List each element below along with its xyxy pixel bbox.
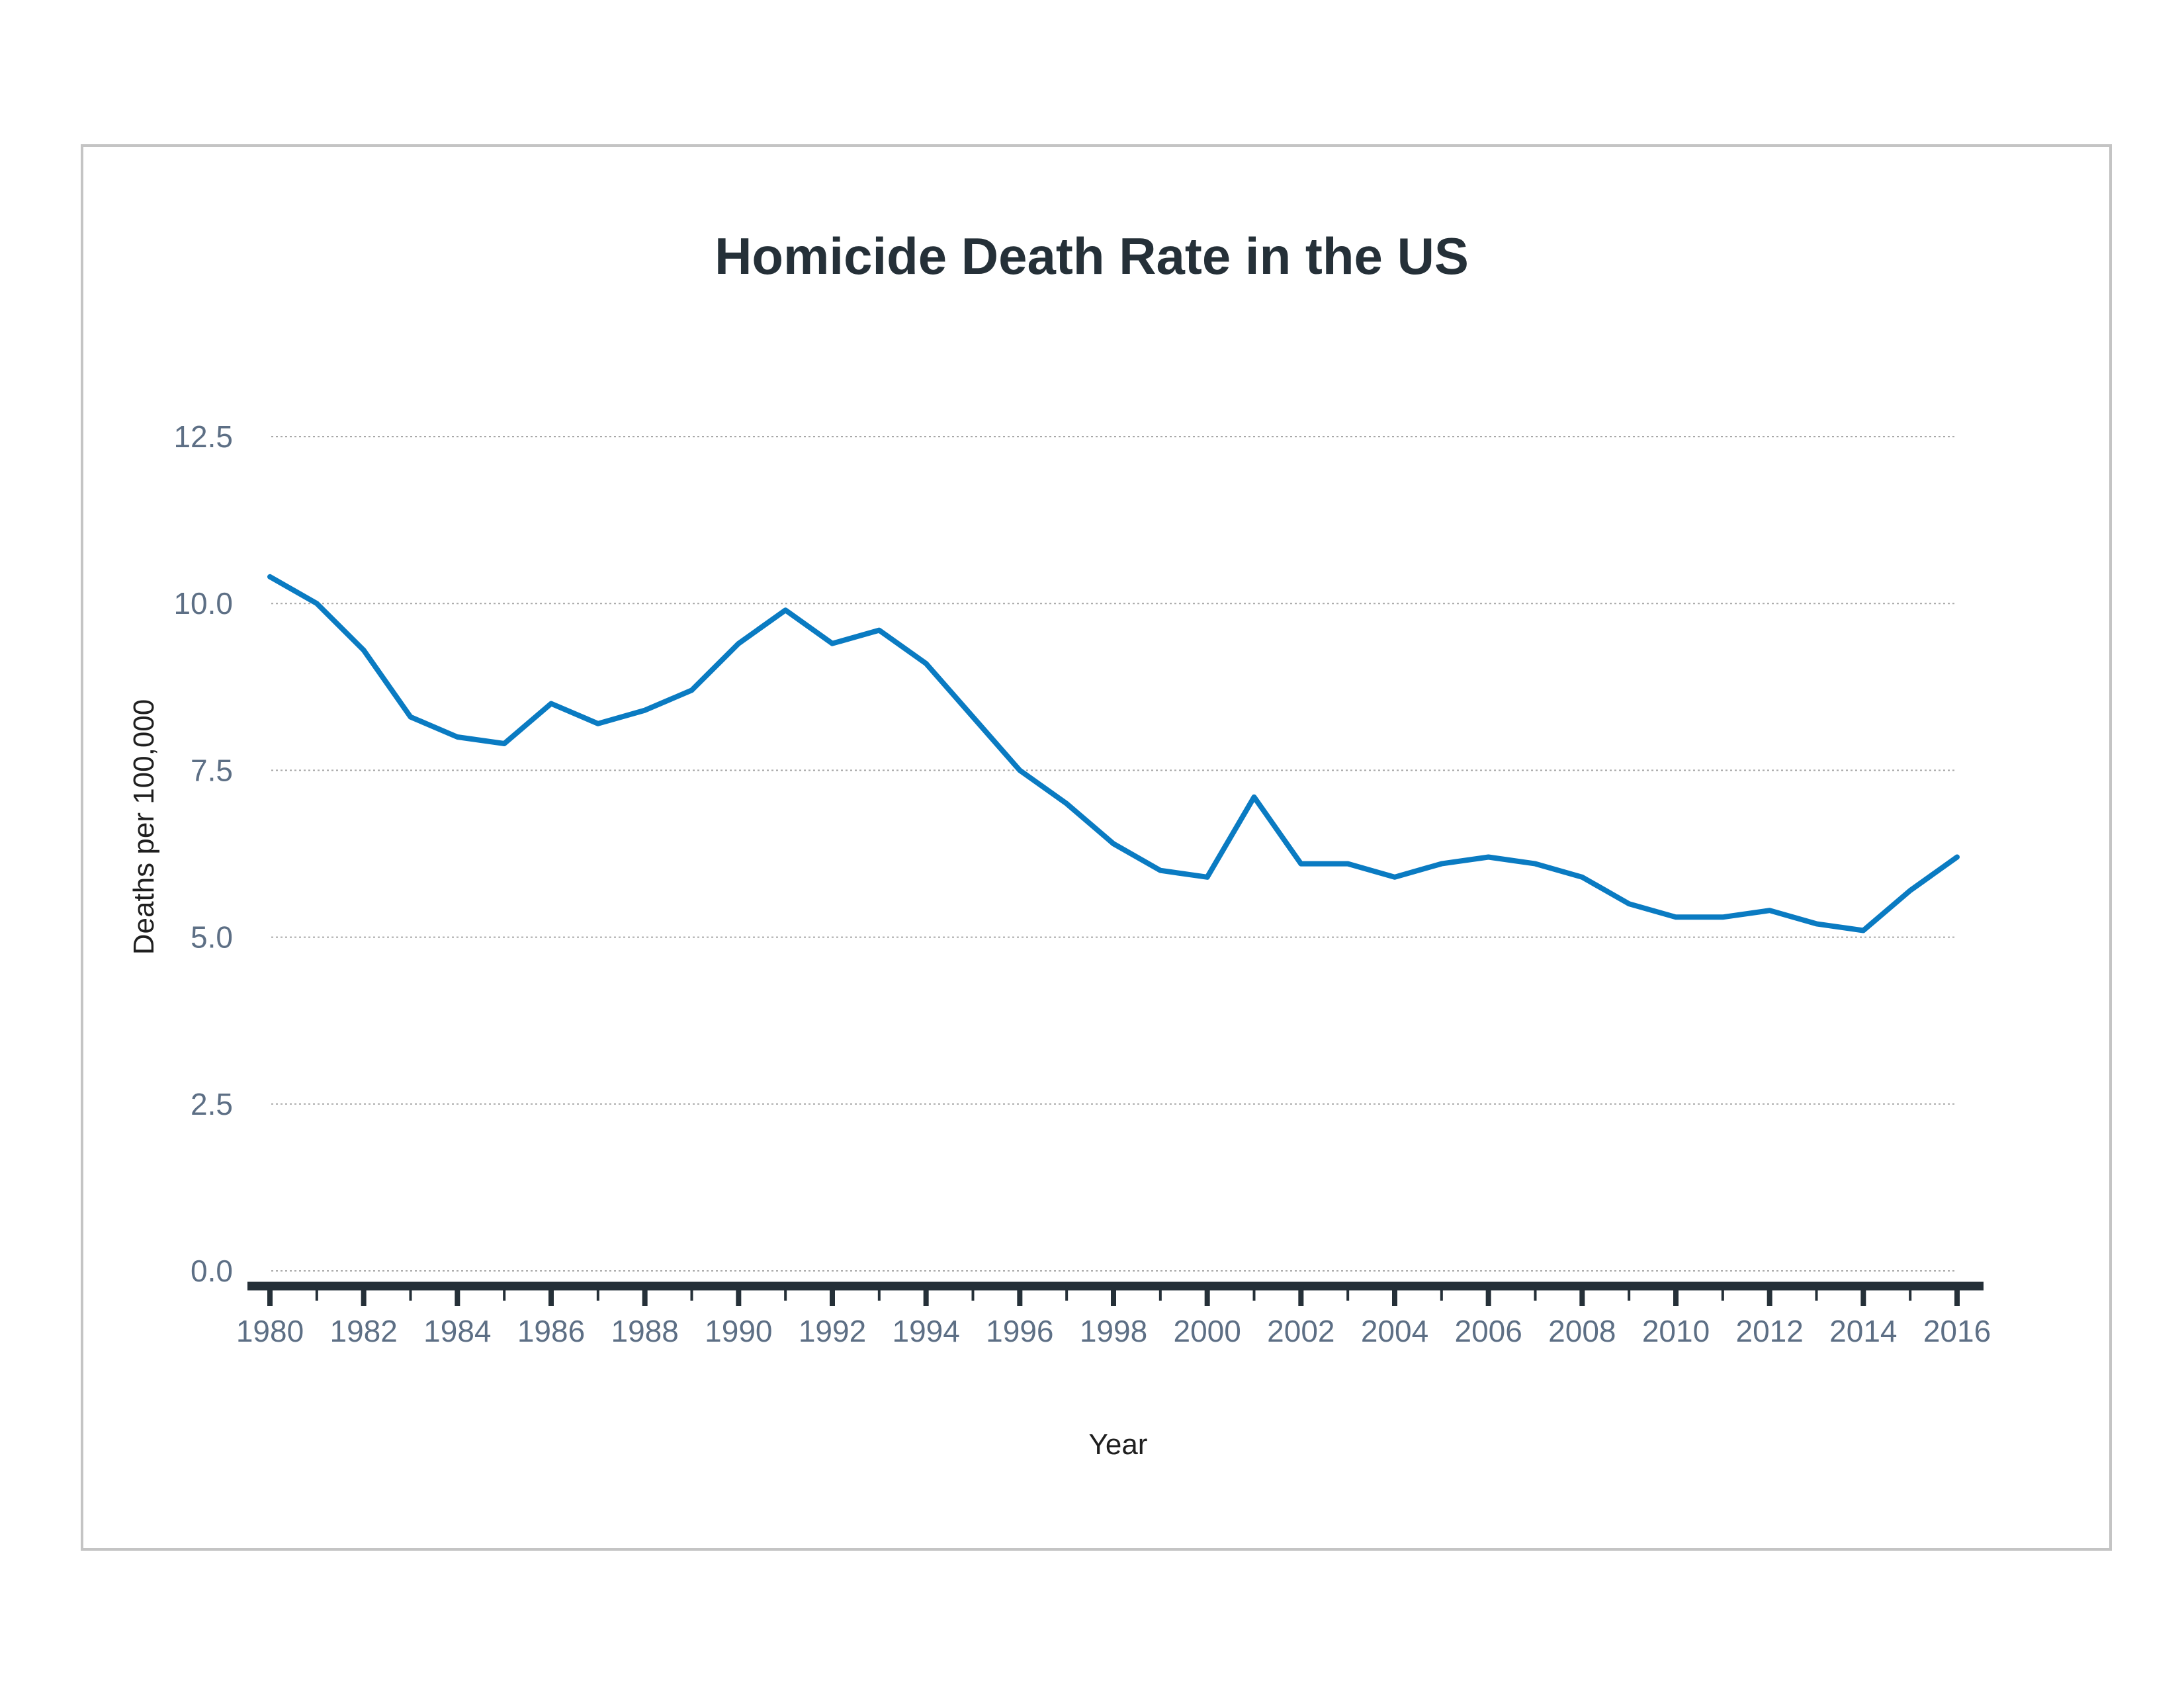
y-tick-label: 5.0 bbox=[191, 920, 233, 955]
data-point bbox=[879, 630, 880, 631]
data-point bbox=[550, 703, 552, 705]
data-point bbox=[269, 576, 271, 578]
data-point bbox=[1628, 903, 1630, 904]
x-tick-label: 2002 bbox=[1267, 1314, 1334, 1348]
x-axis-tick-labels: 1980 1982 1984 1986 1988 1990 1992 1994 1996 1998… bbox=[236, 1314, 1991, 1348]
data-point bbox=[1862, 930, 1864, 931]
x-tick-label: 1982 bbox=[329, 1314, 397, 1348]
data-point bbox=[1394, 877, 1395, 878]
x-tick-label: 2014 bbox=[1829, 1314, 1897, 1348]
x-tick-label: 1980 bbox=[236, 1314, 304, 1348]
data-point bbox=[1207, 877, 1208, 878]
data-point bbox=[1675, 916, 1677, 918]
y-tick-label: 10.0 bbox=[173, 586, 233, 621]
chart-title: Homicide Death Rate in the US bbox=[715, 227, 1469, 285]
data-point bbox=[644, 710, 646, 711]
x-tick-label: 2008 bbox=[1548, 1314, 1616, 1348]
data-point bbox=[973, 716, 974, 718]
data-point bbox=[1441, 863, 1442, 865]
x-tick-label: 2012 bbox=[1735, 1314, 1803, 1348]
y-axis-title: Deaths per 100,000 bbox=[128, 699, 160, 955]
data-point bbox=[363, 650, 365, 651]
data-point bbox=[738, 643, 739, 644]
x-tick-label: 2006 bbox=[1454, 1314, 1522, 1348]
data-point bbox=[1160, 870, 1161, 871]
data-point bbox=[832, 643, 833, 644]
x-tick-label: 2004 bbox=[1361, 1314, 1428, 1348]
y-tick-label: 12.5 bbox=[173, 419, 233, 454]
x-tick-label: 2010 bbox=[1642, 1314, 1710, 1348]
gridlines bbox=[271, 436, 1957, 1272]
x-tick-label: 1994 bbox=[892, 1314, 959, 1348]
y-tick-label: 7.5 bbox=[191, 753, 233, 787]
x-axis-title: Year bbox=[1089, 1428, 1148, 1461]
data-point bbox=[316, 603, 318, 604]
data-point bbox=[1347, 863, 1348, 865]
data-point bbox=[503, 743, 505, 744]
data-point bbox=[1113, 843, 1114, 844]
data-point bbox=[1254, 797, 1255, 798]
data-point bbox=[1300, 863, 1301, 865]
data-point bbox=[1488, 857, 1489, 858]
data-point bbox=[1816, 923, 1817, 924]
data-point bbox=[785, 609, 786, 611]
data-point bbox=[1581, 877, 1583, 878]
x-tick-label: 2016 bbox=[1923, 1314, 1991, 1348]
y-axis-tick-labels: 0.0 2.5 5.0 7.5 10.0 12.5 bbox=[173, 419, 233, 1288]
chart-frame bbox=[81, 144, 2112, 1551]
x-tick-label: 1990 bbox=[705, 1314, 772, 1348]
y-tick-label: 0.0 bbox=[191, 1254, 233, 1288]
x-tick-label: 1992 bbox=[799, 1314, 866, 1348]
data-point bbox=[926, 663, 927, 664]
x-tick-label: 1988 bbox=[611, 1314, 678, 1348]
data-point bbox=[1066, 803, 1067, 804]
data-point bbox=[1909, 890, 1911, 891]
series-line bbox=[267, 574, 1960, 933]
data-point bbox=[691, 689, 693, 691]
data-point bbox=[1019, 769, 1020, 771]
data-point bbox=[1535, 863, 1536, 865]
data-point bbox=[1956, 857, 1958, 858]
y-tick-label: 2.5 bbox=[191, 1087, 233, 1121]
data-point bbox=[1769, 910, 1770, 911]
x-tick-label: 1984 bbox=[423, 1314, 491, 1348]
x-axis bbox=[247, 1281, 1984, 1306]
data-point bbox=[457, 736, 458, 738]
x-tick-label: 2000 bbox=[1173, 1314, 1241, 1348]
series-lines bbox=[267, 574, 1960, 933]
data-point bbox=[1722, 916, 1724, 918]
data-point bbox=[410, 716, 412, 718]
x-tick-label: 1998 bbox=[1080, 1314, 1147, 1348]
x-tick-label: 1986 bbox=[517, 1314, 585, 1348]
data-point bbox=[597, 723, 599, 724]
x-tick-label: 1996 bbox=[986, 1314, 1053, 1348]
